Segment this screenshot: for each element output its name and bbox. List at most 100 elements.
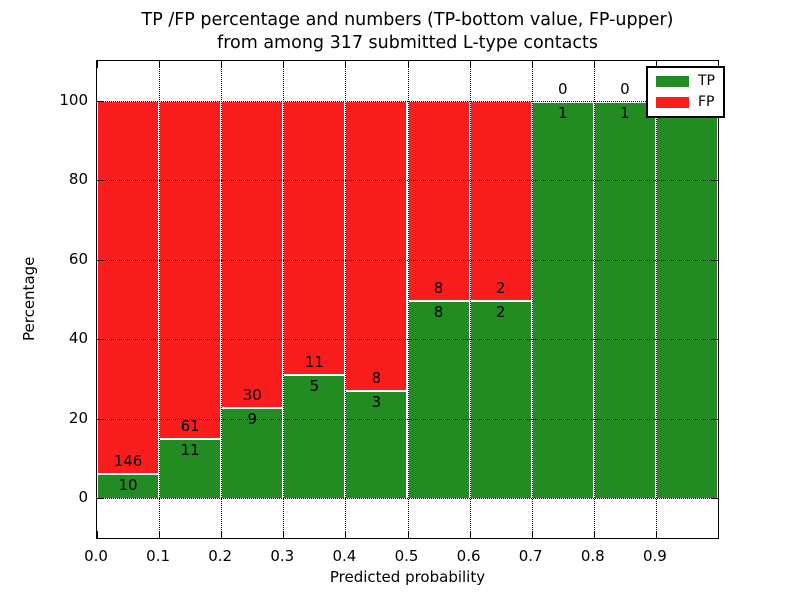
bar-annotation-fp: 0 (557, 79, 568, 98)
y-tickmark-right (711, 498, 718, 500)
tp-bar-segment (531, 100, 594, 499)
x-tickmark-top (655, 61, 657, 68)
x-tickmark-top (345, 61, 347, 68)
bar-annotation-fp: 0 (620, 79, 630, 98)
v-gridline (283, 61, 285, 538)
bar-annotation-fp: 11 (304, 353, 324, 372)
y-tickmark-right (711, 180, 718, 182)
x-tickmark-top (469, 61, 471, 68)
legend-entry-fp: FP (656, 95, 715, 110)
bar-annotation-fp: 146 (113, 451, 143, 470)
tp-bar-segment (407, 299, 470, 499)
x-tickmark-top (718, 61, 719, 68)
v-gridline (407, 61, 409, 538)
x-tickmark-top (159, 61, 161, 68)
fp-bar-segment (159, 100, 222, 438)
x-tick-label: 0.7 (518, 547, 543, 565)
x-tick-label: 0.4 (332, 547, 357, 565)
bar-annotation-tp: 9 (247, 409, 258, 428)
grid-layer (97, 61, 718, 538)
x-tick-label: 0.6 (456, 547, 481, 565)
plot-area: 146106111309115838822010101 TP FP (96, 60, 725, 539)
bars-layer (97, 61, 718, 538)
x-tickmark-bottom (221, 531, 223, 538)
x-tickmark-top (407, 61, 409, 68)
bar-annotation-fp: 8 (433, 278, 444, 297)
bar-annotation-tp: 10 (118, 475, 138, 494)
x-tickmark-bottom (345, 531, 347, 538)
bar-annotation-fp: 2 (495, 278, 506, 297)
x-tick-label: 0.9 (642, 547, 667, 565)
x-tick-label: 0.1 (146, 547, 171, 565)
tp-bar-segment (469, 299, 532, 499)
fp-bar-segment (345, 100, 408, 390)
x-tickmark-bottom (159, 531, 161, 538)
bar-annotation-tp: 1 (620, 103, 630, 122)
y-tick-label: 20 (68, 408, 88, 427)
x-tickmark-top (283, 61, 285, 68)
x-tickmark-bottom (97, 531, 98, 538)
tp-bar-segment (283, 374, 346, 499)
fp-bar-segment (283, 100, 346, 375)
v-gridline (593, 61, 595, 538)
x-tick-label: 0.5 (394, 547, 419, 565)
x-tick-label: 0.8 (580, 547, 605, 565)
tp-bar-segment (221, 406, 284, 499)
x-tickmark-bottom (283, 531, 285, 538)
x-tickmark-bottom (593, 531, 595, 538)
bar-annotation-tp: 11 (180, 440, 200, 459)
bar-annotation-fp: 30 (242, 385, 262, 404)
chart-title: TP /FP percentage and numbers (TP-bottom… (96, 9, 719, 55)
y-tickmark-right (711, 418, 718, 420)
chart-title-line2: from among 317 submitted L-type contacts (217, 33, 598, 53)
y-tick-label: 100 (59, 90, 88, 109)
fp-bar-segment (469, 100, 532, 300)
chart-title-line1: TP /FP percentage and numbers (TP-bottom… (141, 10, 674, 30)
y-tickmark-left (97, 498, 104, 500)
v-gridline (159, 61, 161, 538)
y-tickmark-left (97, 418, 104, 420)
fp-bar-segment (407, 100, 470, 300)
y-axis-label: Percentage (20, 256, 38, 341)
x-tick-label: 0.3 (270, 547, 295, 565)
bar-annotation-tp: 8 (433, 302, 444, 321)
y-tick-label: 80 (68, 170, 88, 189)
tp-bar-segment (159, 437, 222, 499)
tp-bar-segment (97, 472, 160, 499)
legend-label-tp: TP (698, 73, 715, 89)
annotations-layer: 146106111309115838822010101 (97, 61, 718, 538)
v-gridline (469, 61, 471, 538)
y-tickmark-right (711, 339, 718, 341)
bar-annotation-tp: 2 (495, 302, 506, 321)
legend-swatch-tp (656, 76, 689, 87)
y-tickmark-left (97, 180, 104, 182)
x-tick-label: 0.2 (208, 547, 233, 565)
x-tickmark-bottom (469, 531, 471, 538)
v-gridline (531, 61, 533, 538)
bar-annotation-fp: 61 (180, 416, 200, 435)
x-axis-label: Predicted probability (329, 568, 486, 586)
legend-swatch-fp (656, 97, 689, 108)
y-tickmark-right (711, 259, 718, 261)
bar-annotation-tp: 1 (557, 103, 568, 122)
x-tickmark-bottom (718, 531, 719, 538)
x-tickmark-top (531, 61, 533, 68)
y-tickmark-left (97, 100, 104, 102)
y-tickmark-left (97, 339, 104, 341)
tp-bar-segment (345, 389, 408, 499)
x-tick-label: 0.0 (84, 547, 108, 565)
y-tick-label: 40 (68, 329, 88, 348)
x-tickmark-bottom (531, 531, 533, 538)
legend-entry-tp: TP (656, 74, 715, 89)
v-gridline (345, 61, 347, 538)
v-gridline (221, 61, 223, 538)
fp-bar-segment (97, 100, 160, 473)
x-tickmark-top (593, 61, 595, 68)
v-gridline (655, 61, 657, 538)
x-tickmark-top (221, 61, 223, 68)
y-tick-label: 0 (78, 488, 88, 507)
legend-label-fp: FP (698, 94, 715, 110)
y-tickmark-left (97, 259, 104, 261)
legend: TP FP (646, 66, 725, 118)
